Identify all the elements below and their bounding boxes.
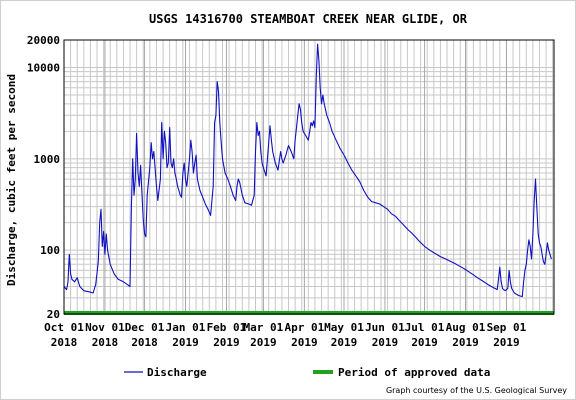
x-tick-label: May 01: [324, 321, 364, 334]
x-tick-label: Jul 01: [405, 321, 445, 334]
chart-title: USGS 14316700 STEAMBOAT CREEK NEAR GLIDE…: [149, 12, 468, 26]
x-tick-label: Jan 01: [166, 321, 206, 334]
x-tick-year-label: 2019: [213, 336, 240, 349]
x-tick-year-label: 2019: [291, 336, 318, 349]
x-tick-year-label: 2018: [131, 336, 158, 349]
x-tick-label: Aug 01: [446, 321, 486, 334]
approved-period-rect: [64, 311, 554, 315]
x-tick-label: Mar 01: [244, 321, 284, 334]
y-tick-label: 1000: [34, 153, 61, 166]
series-layer: [63, 43, 552, 298]
x-tick-year-label: 2019: [250, 336, 277, 349]
y-axis-label: Discharge, cubic feet per second: [5, 74, 18, 286]
x-tick-year-label: 2019: [331, 336, 358, 349]
x-tick-label: Oct 01: [44, 321, 84, 334]
plot-border: [63, 39, 555, 315]
x-tick-year-label: 2019: [172, 336, 199, 349]
x-tick-label: Feb 01: [207, 321, 247, 334]
y-tick-label: 10000: [27, 61, 60, 74]
x-tick-label: Sep 01: [487, 321, 527, 334]
y-tick-label: 20000: [27, 34, 60, 47]
y-tick-label: 20: [47, 308, 60, 321]
y-tick-labels: 20000 10000 1000 100 20: [27, 34, 60, 321]
grid-lines: [63, 39, 554, 315]
x-tick-label: Dec 01: [125, 321, 165, 334]
y-tick-label: 100: [40, 244, 60, 257]
x-tick-label: Apr 01: [285, 321, 325, 334]
x-tick-label: Nov 01: [85, 321, 125, 334]
x-tick-year-label: 2019: [452, 336, 479, 349]
legend: Discharge Period of approved data: [124, 366, 490, 379]
approved-period-bar: [64, 311, 554, 315]
x-tick-year-label: 2019: [411, 336, 438, 349]
x-tick-label: Jun 01: [365, 321, 405, 334]
legend-discharge-label: Discharge: [147, 366, 207, 379]
legend-approved-label: Period of approved data: [338, 366, 490, 379]
x-tick-year-label: 2019: [372, 336, 399, 349]
series-line-discharge: [63, 43, 552, 298]
x-tick-year-label: 2018: [51, 336, 78, 349]
x-tick-year-label: 2018: [92, 336, 119, 349]
credit-text: Graph courtesy of the U.S. Geological Su…: [386, 386, 567, 395]
x-tick-labels: Oct 01 2018 Nov 01 2018 Dec 01 2018 Jan 01 2019…: [44, 321, 527, 349]
x-tick-year-label: 2019: [493, 336, 520, 349]
